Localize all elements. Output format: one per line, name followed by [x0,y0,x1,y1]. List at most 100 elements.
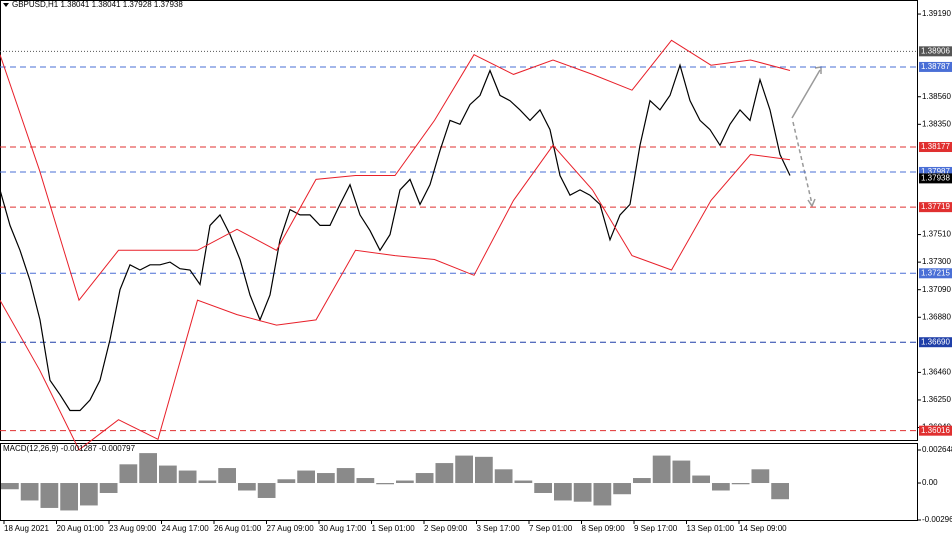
macd-bar [317,473,335,484]
price-frame [0,0,918,441]
price-label-box [919,166,952,177]
macd-bar [672,460,691,484]
macd-title: MACD(12,26,9) -0.001287 -0.000797 [3,444,136,453]
macd-bar [652,455,671,484]
y-tick-label: 1.36880 [922,312,951,321]
y-tick-label: 1.36250 [922,395,951,404]
price-label-box [919,268,952,279]
time-label: 23 Aug 09:00 [109,524,157,533]
price-label-box [919,46,952,57]
y-tick-label: 0.00 [922,478,938,487]
arrow-up [791,69,821,119]
macd-bar [99,483,118,493]
time-label: 20 Aug 01:00 [57,524,105,533]
macd-bar [238,483,256,491]
time-label: 7 Sep 01:00 [529,524,573,533]
time-label: 1 Sep 01:00 [372,524,416,533]
macd-bar [297,470,315,484]
macd-bar [415,473,434,484]
price-line [0,63,791,412]
time-label: 9 Sep 17:00 [634,524,678,533]
macd-bar [80,483,98,506]
macd-bar [771,483,789,500]
arrow-head [807,198,816,208]
time-label: 18 Aug 2021 [4,524,49,533]
price-label-box [919,202,952,213]
y-tick-label: 1.37510 [922,230,951,239]
macd-bar [139,453,157,484]
macd-bar [60,483,78,511]
time-label: 24 Aug 17:00 [162,524,210,533]
macd-bar [198,480,217,484]
macd-bar [554,483,572,501]
macd-bar [573,483,592,502]
forecast-arrows [791,66,822,208]
macd-bar [178,470,197,484]
y-tick-label: 1.37300 [922,257,951,266]
macd-bar [475,456,493,484]
macd-bar [494,469,513,484]
y-tick-label: 1.37090 [922,285,951,294]
macd-bar [159,465,177,484]
macd-bar [336,468,355,484]
y-tick-label: 1.38560 [922,92,951,101]
macd-bar [40,483,59,508]
price-label: 1.37987 [921,167,950,176]
price-label: 1.38787 [921,62,950,71]
y-tick-label: 1.36460 [922,368,951,377]
macd-bar [356,478,375,484]
price-label: 1.37719 [921,202,950,211]
macd-bar [1,483,19,490]
macd-bar [731,483,750,485]
macd-frame [0,443,918,521]
y-tick-label: 1.39190 [922,9,951,18]
macd-bar [633,478,651,484]
macd-bar [277,479,296,484]
band-line [0,39,791,302]
band-line [0,144,791,451]
y-tick-label: 0.002648 [922,445,952,454]
macd-bar [218,468,236,484]
price-label-box [919,337,952,348]
macd-bar [119,464,138,484]
price-label: 1.37215 [921,268,950,277]
macd-bar [712,483,730,491]
price-label-box [919,173,952,184]
arrow-down [792,121,813,205]
y-tick-label: 1.38350 [922,119,951,128]
macd-bar [257,483,276,498]
time-label: 26 Aug 01:00 [214,524,262,533]
macd-bar [514,480,533,484]
macd-bar [435,463,454,484]
price-label: 1.38906 [921,46,950,55]
time-label: 2 Sep 09:00 [424,524,468,533]
menu-arrow [3,3,9,7]
price-label: 1.36016 [921,426,950,435]
price-label: 1.36690 [921,337,950,346]
price-label-box [919,61,952,72]
macd-bar [376,483,394,485]
price-label: 1.37938 [921,173,950,182]
time-label: 14 Sep 09:00 [739,524,787,533]
macd-bar [534,483,552,493]
price-label-box [919,425,952,436]
y-tick-label: -0.002967 [922,515,952,524]
price-label: 1.38177 [921,142,950,151]
macd-bar [593,483,612,506]
time-label: 13 Sep 01:00 [687,524,735,533]
time-label: 8 Sep 09:00 [582,524,626,533]
time-label: 3 Sep 17:00 [477,524,521,533]
chart-header: GBPUSD,H1 1.38041 1.38041 1.37928 1.3793… [12,0,183,9]
macd-bar [613,483,631,495]
macd-bar [455,455,473,484]
time-label: 27 Aug 09:00 [267,524,315,533]
macd-bar [20,483,39,501]
macd-bar [751,469,770,484]
time-label: 30 Aug 17:00 [319,524,367,533]
macd-bar [692,475,710,484]
macd-bar [396,480,414,484]
price-label-box [919,142,952,153]
